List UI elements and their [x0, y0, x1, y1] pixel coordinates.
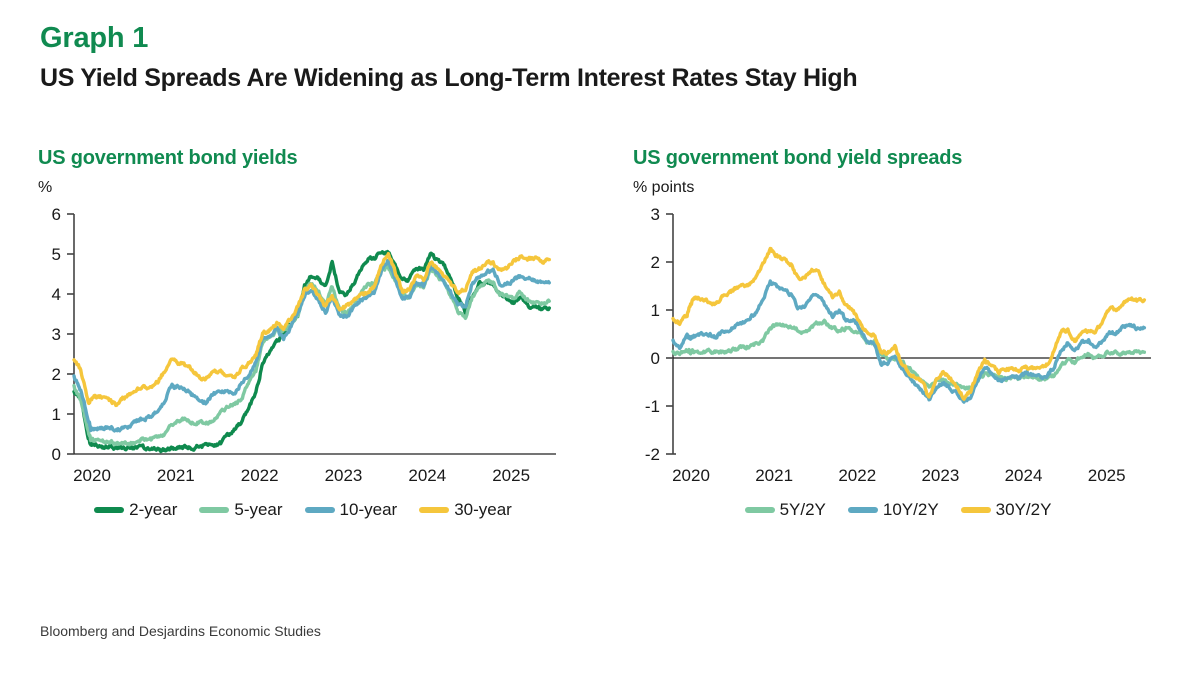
source-note: Bloomberg and Desjardins Economic Studie…: [40, 623, 321, 639]
legend-swatch-icon: [94, 507, 125, 513]
legend-label: 5-year: [234, 500, 283, 519]
y-axis-tick-label: 1: [52, 405, 61, 424]
data-series-line: [72, 258, 551, 433]
legend-item: 5-year: [199, 500, 283, 520]
y-axis-tick-label: 3: [52, 325, 61, 344]
legend-swatch-icon: [419, 507, 450, 513]
y-axis-tick-label: 5: [52, 245, 61, 264]
y-axis-tick-label: 1: [651, 301, 660, 320]
y-axis-tick-label: -1: [645, 397, 660, 416]
data-series-line: [72, 251, 551, 408]
x-axis-tick-label: 2021: [755, 466, 793, 485]
x-axis-tick-label: 2020: [73, 466, 111, 485]
y-axis-tick-label: 0: [651, 349, 660, 368]
y-axis-tick-label: 2: [52, 365, 61, 384]
chart-unit-spreads: % points: [633, 179, 695, 196]
x-axis-tick-label: 2020: [672, 466, 710, 485]
legend-swatch-icon: [847, 507, 878, 513]
legend-item: 2-year: [94, 500, 177, 520]
chart-title-yields: US government bond yields: [38, 147, 298, 169]
x-axis-tick-label: 2023: [921, 466, 959, 485]
legend-label: 30Y/2Y: [995, 500, 1052, 519]
y-axis-tick-label: 0: [52, 445, 61, 464]
legend-yields: 2-year 5-year 10-year 30-year: [38, 500, 568, 520]
chart-title-spreads: US government bond yield spreads: [633, 147, 963, 169]
legend-swatch-icon: [960, 507, 991, 513]
legend-swatch-icon: [199, 507, 230, 513]
data-series-line: [671, 246, 1147, 401]
legend-label: 10-year: [339, 500, 398, 519]
legend-item: 30Y/2Y: [960, 500, 1052, 520]
x-axis-tick-label: 2024: [1005, 466, 1043, 485]
data-series-line: [671, 279, 1147, 404]
legend-item: 30-year: [419, 500, 512, 520]
x-axis-tick-label: 2025: [1088, 466, 1126, 485]
x-axis-tick-label: 2025: [492, 466, 530, 485]
legend-label: 10Y/2Y: [882, 500, 939, 519]
legend-item: 10Y/2Y: [847, 500, 939, 520]
line-chart-spreads: -2 -1 0 1 2 3 2020 2021 2022 2023 2024 2025: [645, 205, 1151, 485]
legend-label: 2-year: [129, 500, 178, 519]
legend-swatch-icon: [744, 507, 775, 513]
y-axis-tick-label: 6: [52, 205, 61, 224]
chart-panel-spreads: US government bond yield spreads % point…: [633, 145, 1193, 585]
x-axis-tick-label: 2022: [241, 466, 279, 485]
legend-label: 5Y/2Y: [779, 500, 826, 519]
graph-number-label: Graph 1: [40, 22, 149, 54]
y-axis-tick-label: 4: [52, 285, 61, 304]
y-axis-tick-label: -2: [645, 445, 660, 464]
legend-item: 10-year: [304, 500, 398, 520]
chart-panel-yields: US government bond yields % 0 1 2 3 4 5 6 2020 2…: [38, 145, 598, 585]
x-axis-tick-label: 2022: [838, 466, 876, 485]
legend-label: 30-year: [454, 500, 512, 519]
y-axis-tick-label: 3: [651, 205, 660, 224]
chart-unit-yields: %: [38, 179, 53, 196]
page-title: US Yield Spreads Are Widening as Long-Te…: [40, 64, 858, 93]
plot-area-spreads: -2 -1 0 1 2 3 2020 2021 2022 2023 2024 2025: [633, 204, 1163, 494]
legend-swatch-icon: [304, 507, 335, 513]
legend-item: 5Y/2Y: [744, 500, 826, 520]
x-axis-tick-label: 2024: [408, 466, 446, 485]
line-chart-yields: 0 1 2 3 4 5 6 2020 2021 2022 2023 2024 2025: [52, 205, 556, 485]
y-axis-tick-label: 2: [651, 253, 660, 272]
legend-spreads: 5Y/2Y 10Y/2Y 30Y/2Y: [633, 500, 1163, 520]
x-axis-tick-label: 2023: [325, 466, 363, 485]
x-axis-tick-label: 2021: [157, 466, 195, 485]
charts-container: US government bond yields % 0 1 2 3 4 5 6 2020 2…: [0, 145, 1200, 585]
header: Graph 1 US Yield Spreads Are Widening as…: [40, 22, 1160, 93]
plot-area-yields: 0 1 2 3 4 5 6 2020 2021 2022 2023 2024 2025: [38, 204, 568, 494]
